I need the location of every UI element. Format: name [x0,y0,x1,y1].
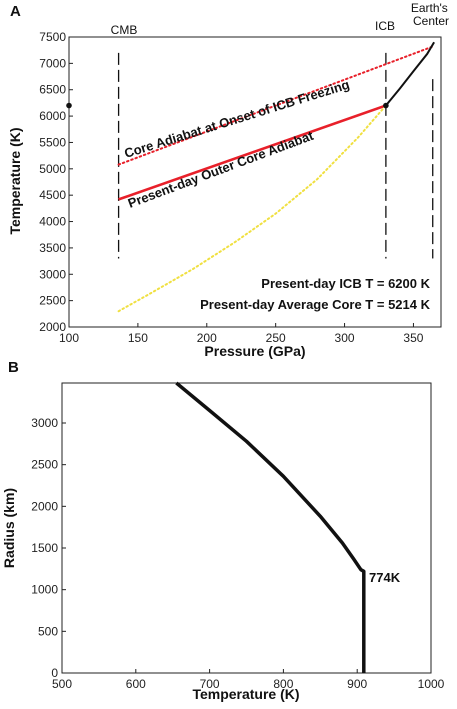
chart-a-y-tick-label: 3000 [39,267,66,281]
chart-b-series [175,381,366,673]
chart-a-series-2 [117,104,387,313]
panel-b-label: B [8,359,19,376]
chart-a-x-tick-label: 300 [335,331,355,345]
chart-b-y-axis-label: Radius (km) [1,488,17,568]
chart-a-x-tick-label: 150 [128,331,148,345]
chart-a-x-axis-label: Pressure (GPa) [204,343,305,359]
chart-b: 500 600 700 800 900 1000050010001500200025003… [1,381,445,702]
chart-a-series-1 [118,104,387,201]
chart-a-plot-frame [68,36,442,328]
chart-a-y-tick-label: 5500 [39,135,66,149]
chart-a-x-tick-label: 100 [59,331,79,345]
chart-a-y-tick-label: 6500 [39,83,66,97]
chart-b-series-0 [175,381,366,673]
chart-a-x-tick-label: 200 [197,331,217,345]
earths-center-label-line2: Center [413,14,449,28]
chart-b-x-tick-label: 700 [200,677,220,691]
chart-a-points [66,102,389,109]
chart-b-x-tick-label: 800 [273,677,293,691]
chart-a-series-0 [117,45,436,166]
chart-a-series [117,41,436,313]
cmb-label: CMB [111,23,138,37]
icb-label: ICB [375,19,395,33]
annotation-774k: 774K [369,570,401,585]
chart-b-y-tick-label: 0 [51,666,58,680]
chart-a-vertical-lines [117,52,434,259]
chart-a-y-tick-label: 4500 [39,188,66,202]
chart-b-plot-frame [61,382,432,674]
chart-a: 100 150 200 250 300 350 2000 2500 3000 3500 4000 45… [7,1,451,359]
chart-b-x-tick-label: 900 [347,677,367,691]
earths-center-label: Earth's Center [411,1,451,28]
chart-b-ticks: 500 600 700 800 900 1000050010001500200025003… [31,416,444,691]
annotation-average-core-temperature: Present-day Average Core T = 5214 K [200,297,431,312]
chart-a-y-tick-label: 7500 [39,30,66,44]
chart-b-x-tick-label: 1000 [418,677,445,691]
chart-a-ticks: 100 150 200 250 300 350 2000 2500 3000 3500 4000 45… [39,30,423,345]
chart-b-x-tick-label: 500 [52,677,72,691]
chart-a-y-tick-label: 5000 [39,162,66,176]
annotation-icb-temperature: Present-day ICB T = 6200 K [261,276,430,291]
chart-b-y-tick-label: 2500 [31,458,58,472]
chart-a-y-tick-label: 6000 [39,109,66,123]
chart-b-y-tick-label: 500 [38,624,58,638]
chart-b-y-tick-label: 1500 [31,541,58,555]
panel-a-label: A [10,3,21,20]
chart-a-x-tick-label: 250 [266,331,286,345]
chart-a-y-axis-label: Temperature (K) [7,127,23,234]
chart-a-series-3 [385,41,435,107]
chart-a-x-tick-label: 350 [403,331,423,345]
chart-a-y-tick-label: 4000 [39,215,66,229]
chart-b-x-axis-label: Temperature (K) [192,686,299,702]
chart-b-y-tick-label: 3000 [31,416,58,430]
chart-a-y-tick-label: 3500 [39,241,66,255]
chart-a-point [383,102,389,109]
chart-b-x-tick-label: 600 [126,677,146,691]
series-label-icb-freezing: Core Adiabat at Onset of ICB Freezing [122,77,351,161]
chart-a-y-tick-label: 2500 [39,294,66,308]
chart-b-y-tick-label: 1000 [31,583,58,597]
chart-b-y-tick-label: 2000 [31,499,58,513]
earths-center-label-line1: Earth's [411,1,448,15]
chart-a-point [66,102,72,109]
chart-a-y-tick-label: 2000 [39,320,66,334]
chart-a-y-tick-label: 7000 [39,56,66,70]
